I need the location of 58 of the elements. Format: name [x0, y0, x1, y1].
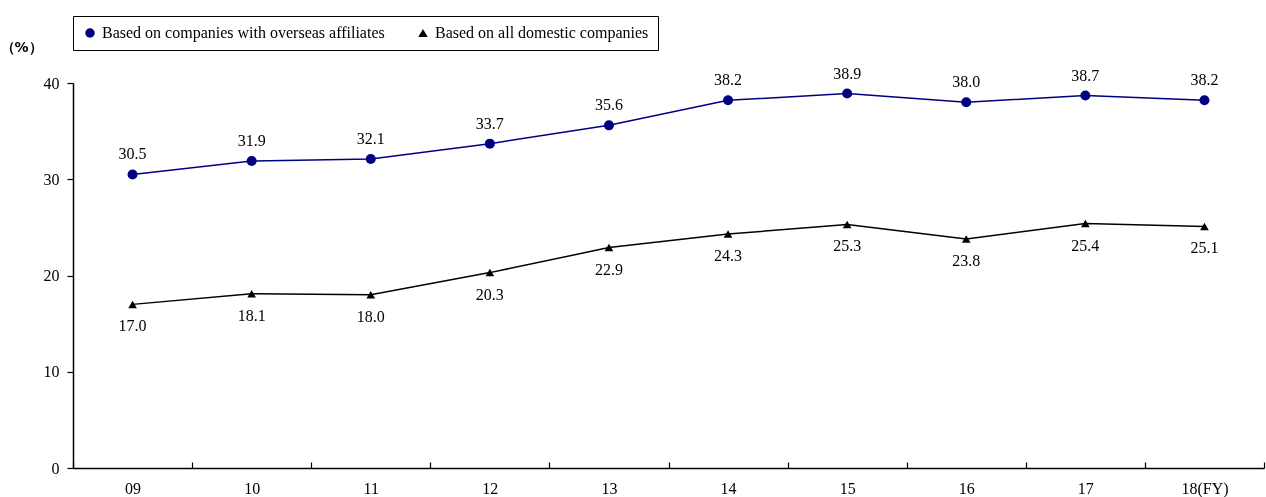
data-label: 25.3	[833, 237, 862, 255]
x-tick-label: 09	[125, 479, 142, 497]
data-label: 33.7	[475, 114, 504, 132]
y-axis-title: （%）	[0, 38, 43, 55]
point	[842, 88, 853, 99]
data-label: 24.3	[714, 247, 743, 265]
data-label: 38.7	[1071, 66, 1100, 84]
data-label: 38.0	[952, 73, 981, 91]
point	[1081, 219, 1090, 228]
point	[723, 230, 733, 238]
data-label: 38.2	[714, 71, 743, 89]
data-label: 32.1	[356, 130, 385, 148]
point	[603, 120, 614, 131]
x-tick-label: 18(FY)	[1181, 479, 1229, 497]
data-label: 23.8	[952, 251, 981, 269]
point	[484, 138, 495, 149]
y-tick-label: 40	[43, 74, 60, 92]
point	[246, 155, 257, 166]
point	[961, 235, 971, 243]
point	[961, 97, 972, 108]
x-tick-label: 14	[720, 479, 737, 497]
point	[365, 154, 376, 165]
point	[1200, 222, 1209, 231]
data-label: 18.0	[356, 307, 385, 325]
data-label: 35.6	[594, 96, 623, 114]
data-label: 38.2	[1190, 71, 1219, 89]
data-label: 25.1	[1190, 239, 1219, 257]
x-tick-label: 12	[482, 479, 499, 497]
data-label: 38.9	[833, 64, 862, 82]
point	[247, 290, 256, 298]
point	[723, 95, 734, 106]
point	[366, 291, 376, 299]
point	[127, 169, 138, 180]
point	[604, 243, 614, 252]
x-tick-label: 15	[839, 479, 856, 497]
legend-label: Based on companies with overseas affiliates	[102, 24, 385, 42]
legend-label: Based on all domestic companies	[435, 24, 649, 42]
point	[1199, 95, 1210, 106]
y-tick-label: 30	[43, 170, 60, 188]
x-tick-label: 16	[958, 479, 975, 497]
data-label: 30.5	[118, 145, 147, 163]
point	[485, 268, 495, 277]
data-label: 25.4	[1071, 236, 1100, 254]
x-tick-label: 11	[363, 479, 379, 497]
point	[842, 220, 852, 229]
x-tick-label: 10	[244, 479, 261, 497]
data-label: 18.1	[237, 306, 266, 324]
point	[128, 300, 137, 309]
x-tick-label: 17	[1077, 479, 1094, 497]
data-label: 17.0	[118, 317, 147, 335]
x-tick-label: 13	[601, 479, 618, 497]
y-tick-label: 10	[43, 363, 60, 381]
data-label: 22.9	[594, 260, 623, 278]
data-label: 20.3	[475, 285, 504, 303]
y-tick-label: 20	[43, 267, 60, 284]
data-label: 31.9	[237, 131, 266, 149]
point	[1080, 90, 1091, 101]
y-tick-label: 0	[51, 459, 60, 477]
